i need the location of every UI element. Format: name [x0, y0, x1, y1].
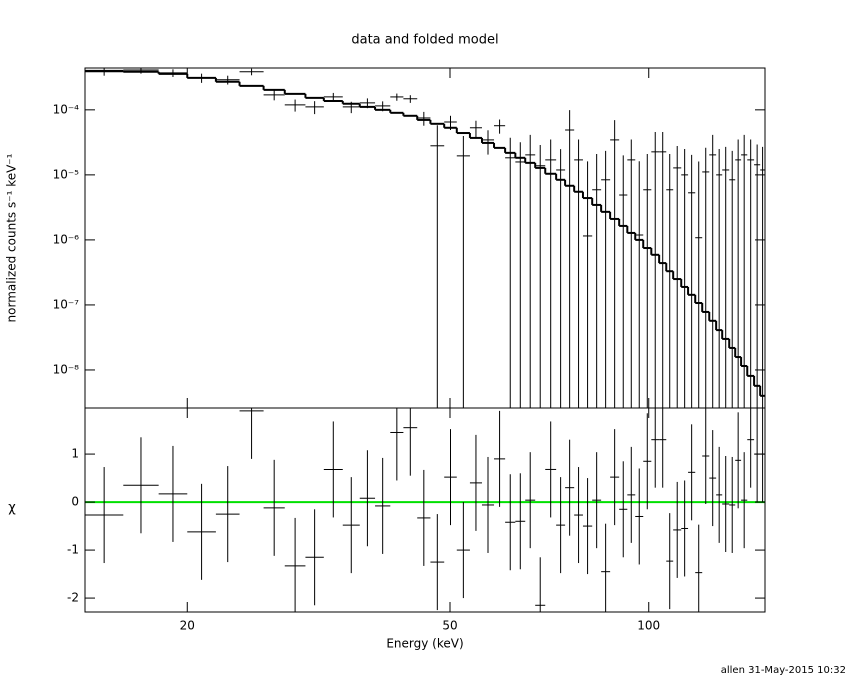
- plot-area: [85, 408, 765, 612]
- plot-area: [85, 68, 765, 408]
- x-tick-label: 20: [180, 619, 195, 633]
- y-tick-label: 10⁻⁴: [53, 102, 80, 116]
- y-tick-label: 1: [71, 447, 79, 461]
- y-tick-label: 10⁻⁵: [53, 167, 80, 181]
- plot-frame: [84, 407, 766, 613]
- y-axis-label: χ: [8, 501, 16, 516]
- x-tick-label: 100: [637, 619, 660, 633]
- y-tick-label: 10⁻⁷: [53, 297, 80, 311]
- axes: 10⁻⁸ 10⁻⁷ 10⁻⁶ 10⁻⁵ 10⁻⁴ -2 -1 0 1 20 50 100: [53, 67, 766, 633]
- y-tick-label: 10⁻⁶: [53, 232, 80, 246]
- x-axis-label: Energy (keV): [386, 637, 463, 651]
- y-tick-label: -1: [67, 543, 79, 557]
- y-tick-label: 0: [71, 495, 79, 509]
- x-tick-label: 50: [442, 619, 457, 633]
- footer: allen 31-May-2015 10:32: [721, 665, 846, 676]
- y-tick-label: -2: [67, 591, 79, 605]
- y-axis-label: normalized counts s⁻¹ keV⁻¹: [5, 153, 19, 322]
- chart-title: data and folded model: [351, 33, 498, 48]
- y-tick-label: 10⁻⁸: [53, 362, 80, 376]
